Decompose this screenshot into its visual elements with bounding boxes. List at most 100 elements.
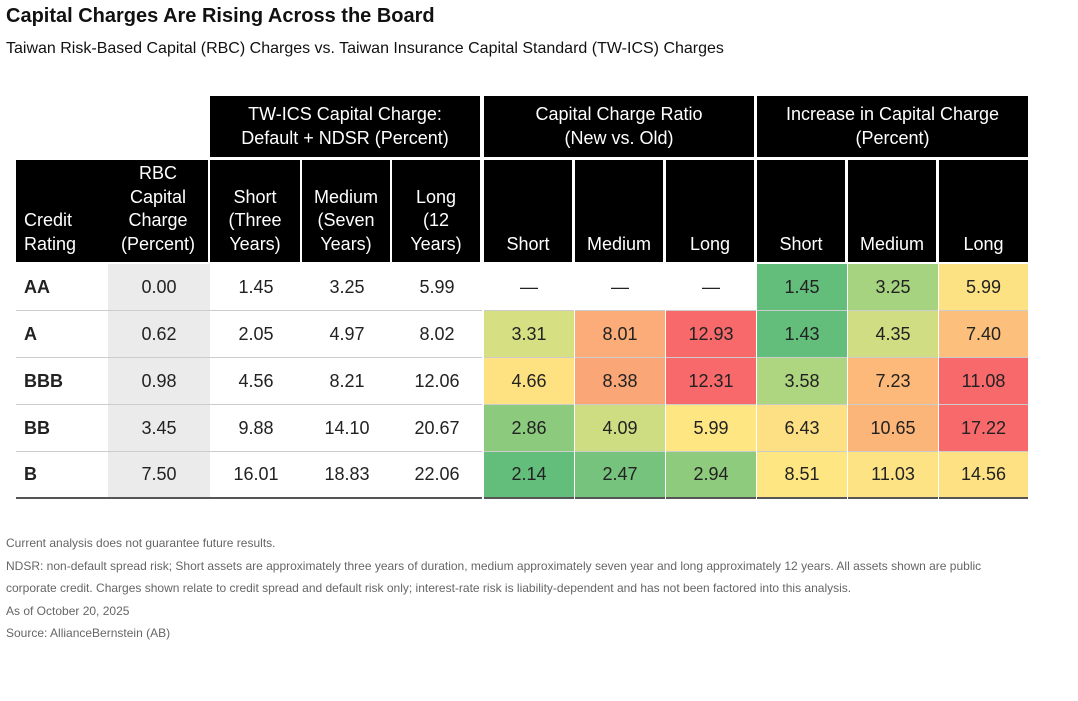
- table-cell: 11.08: [939, 358, 1028, 405]
- table-cell: —: [484, 264, 574, 311]
- column-header-line: Short: [779, 233, 823, 254]
- column-header-line: (Three: [228, 210, 282, 230]
- table-cell: 3.45: [108, 405, 210, 452]
- table-cell: 4.09: [575, 405, 665, 452]
- column-header-line: Long: [689, 233, 731, 254]
- table-cell: 0.62: [108, 311, 210, 358]
- column-header: Credit Rating: [16, 160, 108, 262]
- table-cell: 2.47: [575, 452, 665, 499]
- column-header-line: Years): [320, 233, 372, 254]
- column-header-line: Years): [229, 233, 281, 254]
- table-cell: 14.10: [302, 405, 392, 452]
- group-header-line: Default + NDSR (Percent): [241, 127, 449, 148]
- table-cell: 3.25: [302, 264, 392, 311]
- row-label: AA: [16, 264, 108, 311]
- table-cell: 4.35: [848, 311, 938, 358]
- column-header: Short: [757, 160, 845, 262]
- column-header: Short (Three Years): [210, 160, 300, 262]
- note: As of October 20, 2025: [6, 603, 130, 618]
- column-header: Medium: [848, 160, 936, 262]
- table-cell: 7.23: [848, 358, 938, 405]
- table-cell: 5.99: [666, 405, 756, 452]
- subtitle: Taiwan Risk-Based Capital (RBC) Charges …: [6, 40, 724, 57]
- table-cell: 11.03: [848, 452, 938, 499]
- table-cell: 1.45: [210, 264, 302, 311]
- column-header-line: (Seven: [317, 210, 375, 230]
- column-header: Long: [666, 160, 754, 262]
- table-cell: 8.38: [575, 358, 665, 405]
- column-header-line: Long: [963, 233, 1004, 254]
- column-header: Short: [484, 160, 572, 262]
- group-header-line: (Percent): [855, 127, 930, 148]
- table-cell: 3.58: [757, 358, 847, 405]
- column-header-line: (Percent): [120, 233, 196, 254]
- table-cell: 5.99: [939, 264, 1028, 311]
- column-header-line: Long: [415, 186, 457, 207]
- table-cell: 4.66: [484, 358, 574, 405]
- table-cell: 5.99: [392, 264, 482, 311]
- note: NDSR: non-default spread risk; Short ass…: [6, 558, 982, 596]
- table-cell: 16.01: [210, 452, 302, 499]
- table-cell: 3.31: [484, 311, 574, 358]
- group-header-line: TW-ICS Capital Charge:: [248, 104, 442, 124]
- group-header: Increase in Capital Charge (Percent): [757, 96, 1028, 157]
- table-cell: 1.43: [757, 311, 847, 358]
- row-label: BBB: [16, 358, 108, 405]
- table-cell: 12.93: [666, 311, 756, 358]
- group-header-line: Capital Charge Ratio: [535, 104, 703, 124]
- column-header: Medium (Seven Years): [302, 160, 390, 262]
- group-header: Capital Charge Ratio (New vs. Old): [484, 96, 754, 157]
- table-cell: 0.00: [108, 264, 210, 311]
- table-cell: 20.67: [392, 405, 482, 452]
- column-header: Long (12 Years): [392, 160, 480, 262]
- table-cell: 6.43: [757, 405, 847, 452]
- table-cell: 1.45: [757, 264, 847, 311]
- group-header-line: Increase in Capital Charge: [785, 104, 1000, 124]
- table-cell: 2.94: [666, 452, 756, 499]
- title: Capital Charges Are Rising Across the Bo…: [6, 5, 435, 27]
- table-cell: 4.56: [210, 358, 302, 405]
- row-label: BB: [16, 405, 108, 452]
- table-cell: 10.65: [848, 405, 938, 452]
- column-header-line: Medium: [859, 233, 925, 254]
- table-cell: 8.02: [392, 311, 482, 358]
- column-header-line: Years): [410, 233, 462, 254]
- table-cell: 12.31: [666, 358, 756, 405]
- table-cell: 9.88: [210, 405, 302, 452]
- table-cell: 17.22: [939, 405, 1028, 452]
- column-header-line: Short: [233, 186, 277, 207]
- table-cell: 3.25: [848, 264, 938, 311]
- column-header-line: Capital: [129, 186, 187, 207]
- note: Source: AllianceBernstein (AB): [6, 626, 171, 640]
- table-cell: 18.83: [302, 452, 392, 499]
- table-cell: 8.51: [757, 452, 847, 499]
- row-label: B: [16, 452, 108, 499]
- table-cell: 2.05: [210, 311, 302, 358]
- table-cell: 7.50: [108, 452, 210, 499]
- column-header-line: Charge: [128, 210, 188, 230]
- notes: Current analysis does not guarantee futu…: [6, 532, 1026, 645]
- table-cell: 0.98: [108, 358, 210, 405]
- group-header-line: (New vs. Old): [564, 127, 674, 148]
- table-cell: 7.40: [939, 311, 1028, 358]
- column-header: Medium: [575, 160, 663, 262]
- table-cell: —: [575, 264, 665, 311]
- column-header-line: Credit: [24, 210, 73, 230]
- column-header: Long: [939, 160, 1028, 262]
- table-cell: 2.86: [484, 405, 574, 452]
- column-header-line: Medium: [313, 186, 379, 207]
- column-header: RBC Capital Charge (Percent): [108, 160, 208, 262]
- column-header-line: Rating: [24, 233, 77, 254]
- group-header: TW-ICS Capital Charge: Default + NDSR (Pe…: [210, 96, 480, 157]
- column-header-line: (12: [422, 210, 449, 230]
- table-cell: —: [666, 264, 756, 311]
- row-label: A: [16, 311, 108, 358]
- table-cell: 2.14: [484, 452, 574, 499]
- table-cell: 4.97: [302, 311, 392, 358]
- table-cell: 12.06: [392, 358, 482, 405]
- column-header-line: Short: [506, 233, 550, 254]
- table-cell: 14.56: [939, 452, 1028, 499]
- column-header-line: Medium: [586, 233, 652, 254]
- table-cell: 8.01: [575, 311, 665, 358]
